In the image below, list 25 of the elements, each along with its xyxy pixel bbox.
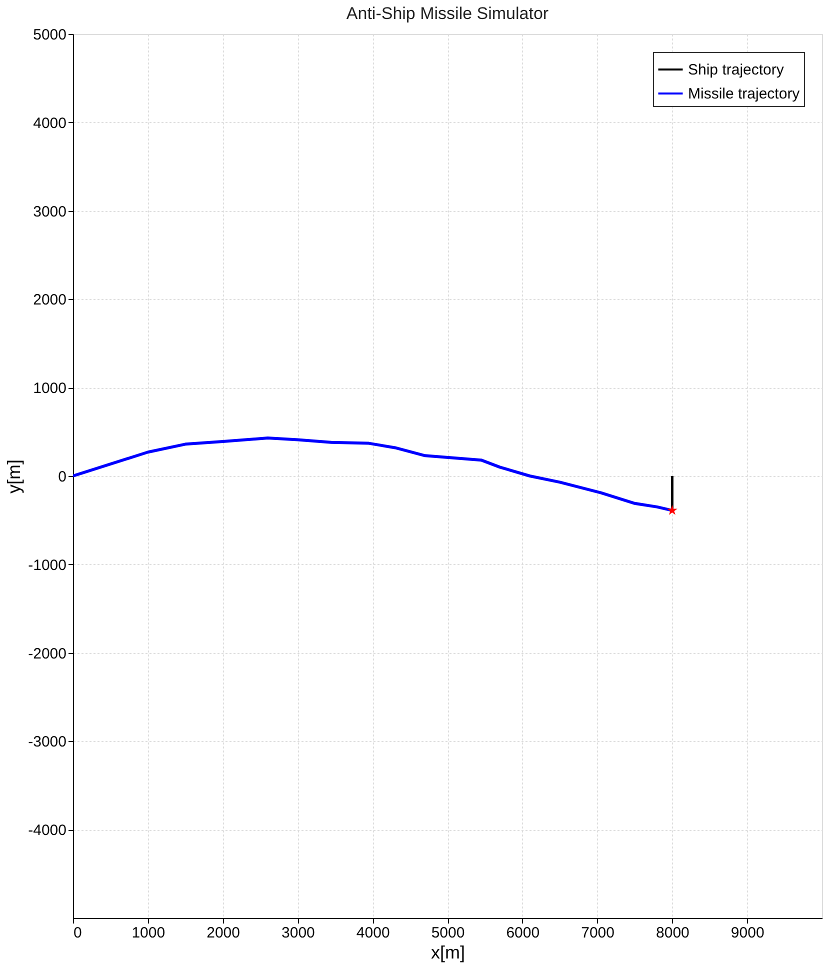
y-tick-label: -1000 [28, 556, 66, 574]
y-tick-label: 5000 [33, 26, 66, 44]
y-tick-label: -2000 [28, 645, 66, 662]
y-axis-title: y[m] [4, 460, 24, 494]
x-tick-label: 3000 [282, 924, 315, 942]
x-tick-label: 1000 [132, 924, 166, 942]
x-axis-title: x[m] [431, 942, 465, 962]
x-tick-label: 7000 [581, 924, 614, 942]
y-tick-label: 2000 [33, 292, 66, 309]
x-tick-label: 6000 [506, 924, 540, 942]
chart-title: Anti-Ship Missile Simulator [346, 4, 549, 23]
y-tick-label: 1000 [33, 380, 66, 398]
y-tick-label: 4000 [33, 114, 66, 132]
x-tick-label: 2000 [206, 924, 240, 942]
x-tick-label: 0 [74, 924, 82, 942]
y-tick-label: 0 [58, 468, 66, 486]
x-tick-label: 4000 [356, 924, 390, 942]
y-tick-label: -4000 [28, 822, 66, 840]
y-tick-label: -3000 [28, 734, 66, 751]
legend-label: Missile trajectory [688, 86, 800, 102]
x-tick-label: 8000 [656, 924, 690, 942]
x-tick-label: 5000 [431, 924, 465, 942]
y-tick-label: 3000 [33, 203, 66, 220]
legend-label: Ship trajectory [688, 62, 784, 78]
x-tick-label: 9000 [730, 924, 764, 942]
